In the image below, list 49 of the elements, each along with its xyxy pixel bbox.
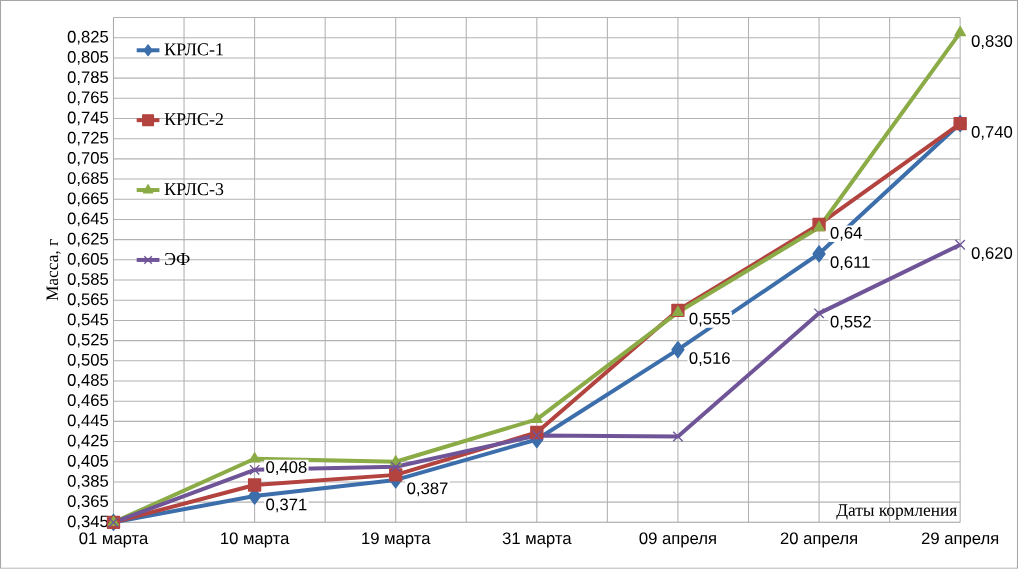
x-tick-label: 31 марта <box>502 532 572 548</box>
data-label: 0,371 <box>266 498 307 513</box>
y-tick-label: 0,645 <box>67 212 109 227</box>
y-tick-label: 0,745 <box>67 111 109 126</box>
y-tick-label: 0,405 <box>67 454 109 469</box>
y-tick-label: 0,785 <box>67 71 109 86</box>
y-tick-label: 0,765 <box>67 91 109 106</box>
data-label: 0,552 <box>830 315 871 330</box>
x-axis-title: Даты кормления <box>836 504 957 520</box>
data-label: 0,555 <box>689 312 730 327</box>
y-tick-label: 0,545 <box>67 313 109 328</box>
x-tick-label: 09 апреля <box>639 532 716 548</box>
y-tick-label: 0,825 <box>67 30 109 45</box>
data-label: 0,516 <box>689 352 730 366</box>
data-label: 0,740 <box>971 126 1013 140</box>
y-tick-label: 0,485 <box>67 374 109 388</box>
data-label: 0,64 <box>830 227 862 241</box>
x-tick-label: 20 апреля <box>780 532 857 548</box>
y-tick-label: 0,425 <box>67 434 109 449</box>
data-label: 0,611 <box>830 256 870 271</box>
y-tick-label: 0,445 <box>67 414 109 429</box>
data-label: 0,387 <box>407 482 448 497</box>
y-tick-label: 0,725 <box>67 131 109 146</box>
y-tick-label: 0,505 <box>67 354 109 368</box>
y-tick-label: 0,365 <box>67 495 109 510</box>
y-tick-label: 0,465 <box>67 394 109 409</box>
x-tick-label: 01 марта <box>79 532 149 548</box>
y-tick-label: 0,665 <box>67 192 109 207</box>
y-tick-label: 0,705 <box>67 152 109 166</box>
y-tick-label: 0,385 <box>67 475 109 489</box>
y-tick-label: 0,605 <box>67 253 109 267</box>
legend-label: КРЛС-3 <box>164 183 224 196</box>
y-tick-label: 0,565 <box>67 293 109 308</box>
y-tick-label: 0,525 <box>67 333 109 348</box>
y-tick-label: 0,345 <box>67 515 109 530</box>
y-axis-title: Масса, г <box>46 239 61 301</box>
data-label: 0,620 <box>971 247 1013 261</box>
data-label: 0,830 <box>971 35 1013 49</box>
x-tick-label: 29 апреля <box>921 532 999 548</box>
data-label: 0,408 <box>266 461 307 476</box>
legend-label: КРЛС-1 <box>164 43 223 56</box>
legend-label: КРЛС-2 <box>164 113 223 126</box>
legend-label: ЭФ <box>165 253 190 266</box>
x-tick-label: 19 марта <box>362 532 431 548</box>
y-tick-label: 0,685 <box>67 172 109 187</box>
y-tick-label: 0,805 <box>67 51 109 65</box>
x-tick-label: 10 марта <box>221 532 290 548</box>
y-tick-label: 0,625 <box>67 232 109 247</box>
y-tick-label: 0,585 <box>67 273 109 287</box>
